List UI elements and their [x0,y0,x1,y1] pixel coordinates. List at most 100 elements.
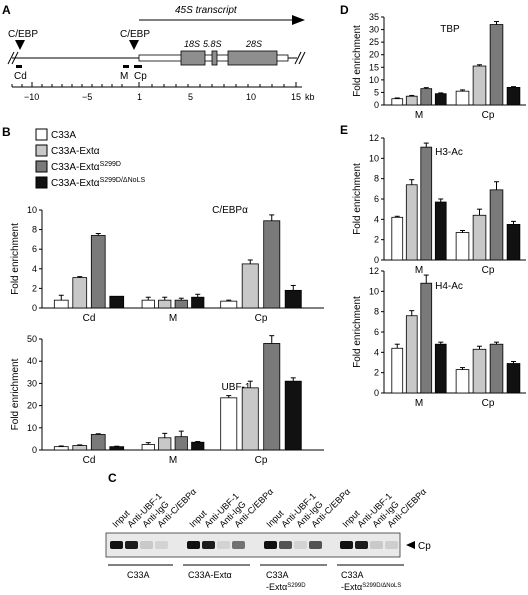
gel-band [187,541,200,549]
gel-band [309,541,322,549]
cebp-ytick-label: 10 [27,205,37,215]
h3-bar-m-c33a-ext [405,184,418,261]
legend-label-ext-s299d: C33A-ExtαS299D [51,161,121,173]
tbp-ytick-label: 20 [369,50,379,60]
break-mark-right-2 [298,51,306,65]
cebp-ytick-label: 6 [32,244,37,254]
cebp-bar-cp-c33a [220,300,238,309]
h4-ytick-label: 0 [374,388,379,398]
h3-bar-cp-c33a-ext-s299d [489,189,504,261]
tbp-bar-cp-c33a-ext-s299d-nols [506,87,521,106]
cebp-bar-cd-c33a-ext-s299d-nols [109,295,125,309]
h3-bar-cp-c33a [455,232,470,261]
h4-ytick-label: 12 [369,266,379,276]
kb-tick-5: 5 [188,92,193,102]
h3-bar-cp-c33a-ext-s299d-nols [506,224,521,261]
panel-c-letter: C [108,471,117,485]
cebp-title: C/EBPα [212,205,248,216]
amplicon-m-label: M [120,71,128,82]
kb-unit: kb [305,92,315,102]
amplicon-cp-marker [134,65,142,68]
ubf-bar-m-c33a-ext-s299d [174,436,188,451]
ubf-ytick-label: 50 [27,334,37,344]
chart-h3-ac: 0 2 4 6 8 10 12 Fold enrichment H3-Ac M Cp [352,133,526,276]
h3-title: H3-Ac [435,147,463,158]
ubf-bar-cd-c33a-ext [72,445,88,451]
legend-swatch-ext-s299d-dnols [35,176,48,189]
gel-band [125,541,138,549]
gel-group-label-ext-dnols-line1: C33A [341,570,364,580]
amplicon-m-marker [123,65,129,68]
kb-tick-minus10: −10 [24,92,39,102]
cebp-bar-cd-c33a [53,299,69,309]
h4-bar-cp-c33a-ext-s299d-nols [506,363,521,394]
tbp-bar-cp-c33a-ext [472,65,487,106]
ubf-ytick-label: 20 [27,401,37,411]
ubf-category-label: M [169,455,177,466]
h3-category-label: Cp [482,265,495,276]
break-mark-left-2 [11,51,19,65]
ubf-ytick-label: 40 [27,356,37,366]
tbp-bar-m-c33a [391,98,404,106]
h3-ytick-label: 0 [374,255,379,265]
tbp-title: TBP [440,24,460,35]
h4-ytick-label: 4 [374,347,379,357]
cebp-ytick-label: 0 [32,303,37,313]
h3-ytick-label: 10 [369,153,379,163]
legend-label-ext-s299d-dnols: C33A-ExtαS299D/ΔNoLS [51,177,145,189]
ubf-bar-m-c33a-ext [158,437,172,451]
legend-swatch-ext-s299d [35,160,48,173]
gel-band [264,541,277,549]
gel-group-label-ext: C33A-Extα [188,570,232,580]
rrna-18s-label: 18S [184,39,200,49]
tbp-bar-m-c33a-ext-s299d [420,88,433,106]
gel-lane-labels: InputAnti-UBF-1Anti-IgGAnti-C/EBPαInputA… [110,486,428,529]
h3-ytick-label: 8 [374,174,379,184]
cebp-bar-cp-c33a-ext-s299d [263,220,281,309]
h4-ytick-label: 2 [374,368,379,378]
amplicon-cd-marker [16,65,22,68]
tbp-ytick-label: 30 [369,25,379,35]
chart-h4-ac: 0 2 4 6 8 10 12 Fold enrichment H4-Ac M Cp [352,266,526,409]
kb-tick-15: 15 [291,92,301,102]
ubf-bar-cp-c33a-ext [241,387,259,451]
h3-ytick-label: 12 [369,133,379,143]
tbp-y-label: Fold enrichment [352,25,363,97]
ubf-y-label: Fold enrichment [10,358,21,430]
h4-title: H4-Ac [435,281,463,292]
gel-band [355,541,368,549]
amplicon-cp-label: Cp [134,71,147,82]
cebp-category-label: M [169,313,177,324]
gel-group-label-c33a: C33A [127,570,150,580]
h4-y-label: Fold enrichment [352,296,363,368]
ubf-bar-cp-c33a-ext-s299d [263,343,281,451]
gel-band [155,541,168,549]
h4-bar-m-c33a-ext-s299d-nols [434,343,447,394]
rrna-18s-box [180,50,206,66]
gel-band [385,541,398,549]
ubf-bar-cd-c33a-ext-s299d [90,434,106,451]
panel-e-letter: E [340,123,348,137]
h3-category-label: M [415,265,423,276]
gel-group-label-ext-dnols-line2: -ExtαS299D/ΔNoLS [341,582,401,592]
cebp-ytick-label: 4 [32,264,37,274]
gel-band [232,541,245,549]
cebp-bar-cd-c33a-ext [72,277,88,309]
h3-ytick-label: 2 [374,235,379,245]
cebp-ytick-label: 2 [32,283,37,293]
tbp-ytick-label: 5 [374,87,379,97]
gel-band [294,541,307,549]
rrna-5-8s-box [211,50,218,66]
h4-bar-cp-c33a-ext-s299d [489,343,504,394]
break-mark-left-1 [7,51,15,65]
h4-ytick-label: 6 [374,327,379,337]
legend-swatch-ext [35,144,48,157]
rrna-5-8s-label: 5.8S [203,39,222,49]
tbp-ytick-label: 15 [369,62,379,72]
gel-band [370,541,383,549]
chart-tbp: 0 5 10 15 20 25 30 35 Fold enrichment TBP M Cp [352,12,526,121]
h3-ytick-label: 6 [374,194,379,204]
cp-band-arrow [406,541,415,549]
h3-bar-m-c33a-ext-s299d [420,146,433,261]
ubf-bar-m-c33a [141,444,155,451]
